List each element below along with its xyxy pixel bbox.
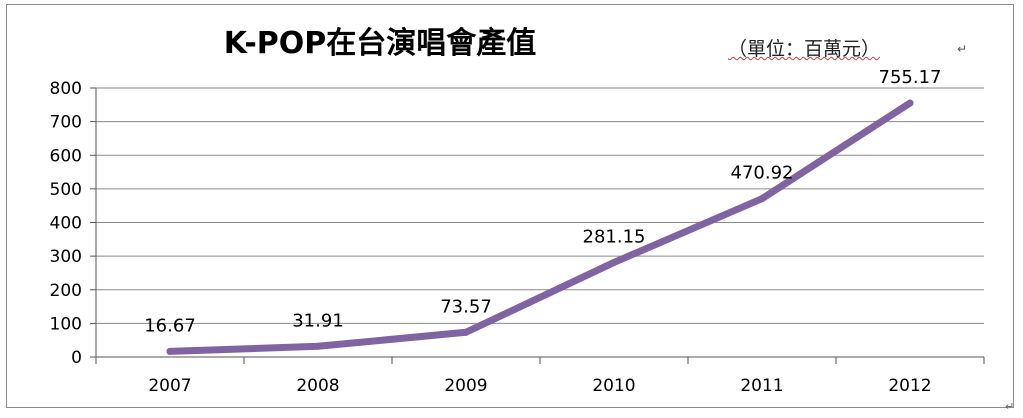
series-line (166, 99, 914, 355)
chart-title: K-POP在台演唱會產值 (223, 26, 537, 61)
y-tick-label: 300 (50, 247, 82, 267)
data-label: 470.92 (731, 163, 794, 184)
data-point (610, 258, 618, 266)
series (166, 99, 914, 355)
x-tick-label: 2009 (444, 376, 487, 396)
data-point (462, 328, 470, 336)
x-tick-label: 2011 (740, 376, 783, 396)
data-label: 31.91 (292, 310, 344, 331)
y-tick-label: 200 (50, 281, 82, 301)
gridlines (96, 87, 984, 324)
y-tick-label: 700 (50, 113, 82, 133)
x-tick-label: 2012 (888, 376, 931, 396)
paragraph-mark-icon: ↵ (957, 42, 968, 56)
data-label: 16.67 (144, 315, 196, 336)
data-labels: 16.67 31.91 73.57 281.15 470.92 755.17 (144, 67, 941, 336)
y-tick-label: 800 (50, 79, 82, 99)
data-point (314, 342, 322, 350)
paragraph-mark-icon: ↵ (1005, 400, 1015, 413)
y-tick-labels: 0 100 200 300 400 500 600 700 800 (50, 79, 82, 368)
data-label: 755.17 (879, 67, 942, 88)
y-tick-label: 400 (50, 214, 82, 234)
data-point (758, 195, 766, 203)
data-label: 281.15 (583, 226, 646, 247)
y-tick-label: 100 (50, 314, 82, 334)
unit-note: （單位：百萬元） (728, 38, 881, 60)
y-tick-label: 500 (50, 180, 82, 200)
chart-frame (6, 4, 1014, 408)
data-point (906, 99, 914, 107)
axes (90, 87, 985, 364)
data-point (166, 347, 174, 355)
x-tick-label: 2007 (148, 376, 191, 396)
data-label: 73.57 (440, 296, 492, 317)
x-tick-labels: 2007 2008 2009 2010 2011 2012 (148, 376, 931, 396)
x-tick-label: 2010 (592, 376, 635, 396)
y-tick-label: 600 (50, 146, 82, 166)
x-tick-label: 2008 (296, 376, 339, 396)
y-tick-label: 0 (71, 348, 82, 368)
